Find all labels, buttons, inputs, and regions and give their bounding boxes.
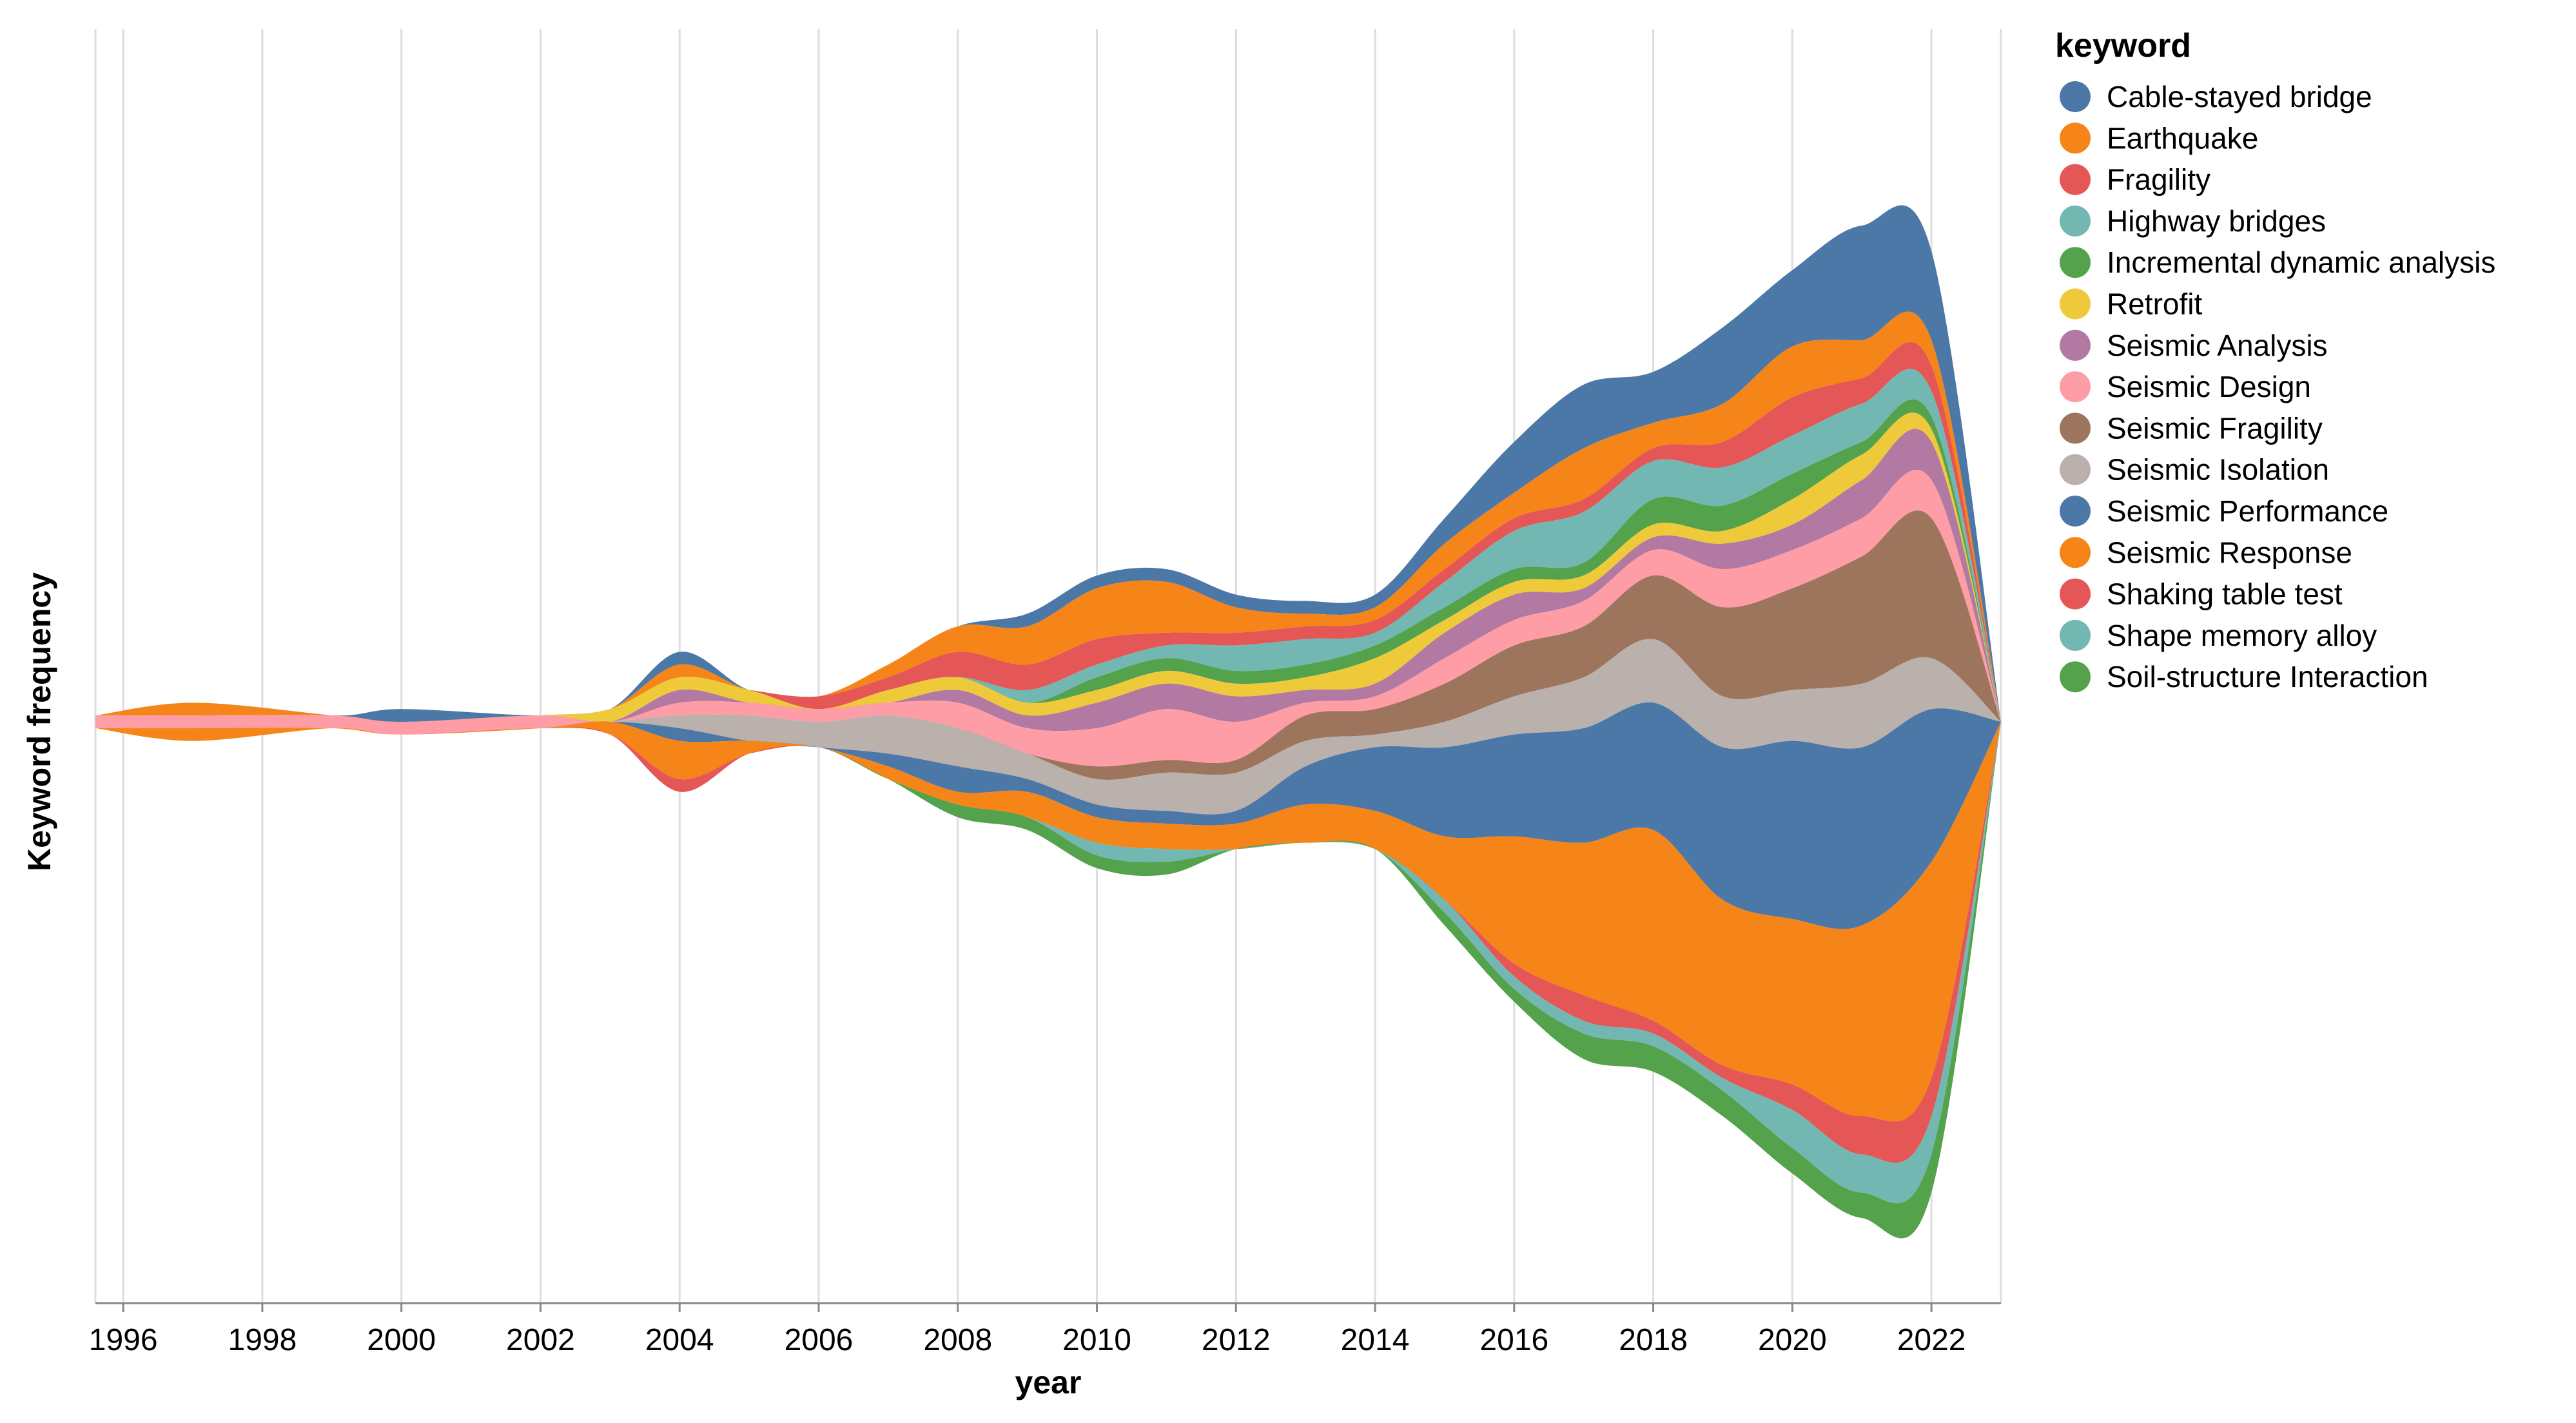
stream-cable-stayed-bridge: [95, 205, 2001, 722]
legend-swatch: [2060, 205, 2091, 237]
legend-swatch: [2060, 329, 2091, 361]
legend-label: Highway bridges: [2107, 204, 2326, 238]
stream-shape-memory-alloy: [95, 722, 2001, 1204]
legend-label: Earthquake: [2107, 121, 2258, 155]
x-tick-label: 2020: [1758, 1323, 1827, 1357]
legend-swatch: [2060, 412, 2091, 444]
stream-seismic-fragility: [95, 510, 2001, 780]
legend-label: Fragility: [2107, 163, 2210, 197]
legend-swatch: [2060, 619, 2091, 651]
legend-swatch: [2060, 371, 2091, 403]
legend-label: Seismic Fragility: [2107, 411, 2323, 445]
legend-label: Seismic Design: [2107, 370, 2311, 403]
legend: keyword Cable-stayed bridge Earthquake Fra…: [2055, 27, 2495, 693]
legend-label: Shape memory alloy: [2107, 619, 2377, 652]
stream-seismic-isolation: [95, 639, 2001, 815]
legend-swatch: [2060, 661, 2091, 693]
x-tick-label: 2006: [785, 1323, 854, 1357]
legend-label: Seismic Performance: [2107, 494, 2388, 528]
x-tick-label: 2012: [1202, 1323, 1271, 1357]
legend-label: Cable-stayed bridge: [2107, 80, 2372, 113]
legend-swatch: [2060, 288, 2091, 320]
legend-swatch: [2060, 81, 2091, 112]
legend-label: Retrofit: [2107, 287, 2202, 321]
legend-swatch: [2060, 537, 2091, 568]
legend-label: Seismic Isolation: [2107, 453, 2329, 487]
legend-swatch: [2060, 496, 2091, 527]
legend-swatch: [2060, 454, 2091, 485]
legend-label: Seismic Analysis: [2107, 329, 2328, 362]
legend-label: Shaking table test: [2107, 577, 2343, 611]
x-tick-label: 2018: [1619, 1323, 1688, 1357]
legend-title: keyword: [2055, 27, 2191, 64]
stream-shaking-table-test: [95, 722, 2001, 1163]
x-tick-label: 1998: [228, 1323, 297, 1357]
x-tick-label: 2016: [1479, 1323, 1548, 1357]
legend-label: Incremental dynamic analysis: [2107, 246, 2495, 279]
x-tick-label: 2008: [923, 1323, 992, 1357]
stream-seismic-response: [95, 721, 2001, 1122]
stream-soil-structure-interaction: [95, 722, 2001, 1239]
x-tick-label: 1996: [89, 1323, 158, 1357]
x-tick-label: 2000: [367, 1323, 436, 1357]
stream-seismic-performance: [95, 702, 2001, 929]
legend-swatch: [2060, 164, 2091, 195]
x-tick-label: 2002: [506, 1323, 575, 1357]
legend-swatch: [2060, 578, 2091, 610]
x-axis-title: year: [1015, 1364, 1082, 1400]
x-tick-label: 2022: [1897, 1323, 1966, 1357]
legend-swatch: [2060, 122, 2091, 154]
x-axis: 1996 1998 2000 2002 2004 2006 2008 2010 2012 2014…: [89, 1302, 2001, 1357]
legend-swatch: [2060, 247, 2091, 278]
legend-label: Seismic Response: [2107, 536, 2352, 569]
x-tick-label: 2014: [1341, 1323, 1410, 1357]
legend-label: Soil-structure Interaction: [2107, 660, 2428, 693]
x-tick-label: 2004: [645, 1323, 714, 1357]
stream-areas: [95, 205, 2001, 1239]
x-tick-label: 2010: [1062, 1323, 1131, 1357]
y-axis-title: Keyword frequency: [21, 572, 57, 871]
stream-earthquake: [95, 311, 2001, 722]
